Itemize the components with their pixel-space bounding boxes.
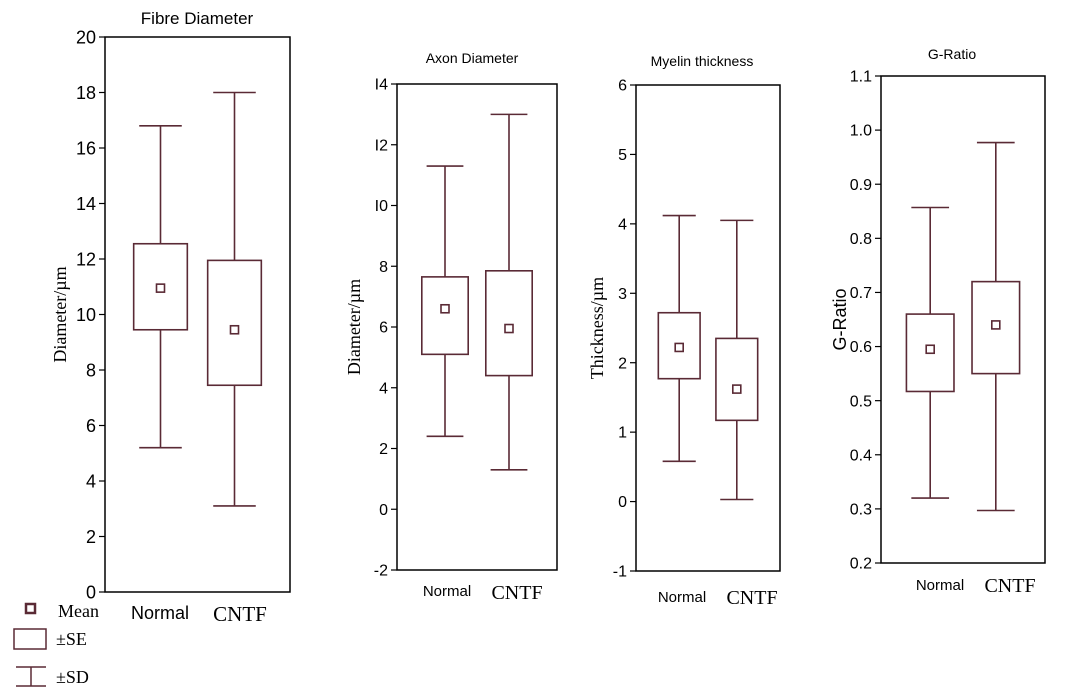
y-tick-label: 0.8 <box>850 231 872 248</box>
y-tick-label: 20 <box>76 27 96 47</box>
box-normal <box>132 125 189 449</box>
y-tick-label: 4 <box>618 216 627 233</box>
y-tick-label: 0 <box>379 502 388 519</box>
y-tick-label: 0.2 <box>850 556 872 573</box>
panel-1: Fibre Diameter 0 2 4 6 8 10 12 14 16 18 20 Diameter/… <box>50 9 291 626</box>
se-box <box>206 259 263 387</box>
panel-2: Axon Diameter -2 0 2 4 6 8 I0 I2 I4 Diameter/µm Nor… <box>344 50 558 604</box>
y-tick-label: 0.6 <box>850 339 872 356</box>
x-category-label: Normal <box>916 577 964 594</box>
y-axis-label: Diameter/µm <box>344 279 364 375</box>
box-cntf <box>206 91 263 507</box>
y-tick-label: 2 <box>86 527 96 547</box>
y-tick-label: 18 <box>76 83 96 103</box>
mean-marker <box>990 320 1001 330</box>
box-cntf <box>484 113 533 471</box>
y-tick-label: I0 <box>375 198 388 215</box>
y-tick-label: 14 <box>76 194 96 214</box>
se-box <box>715 337 759 422</box>
mean-marker <box>440 303 450 314</box>
y-tick-label: 16 <box>76 138 96 158</box>
y-tick-label: 12 <box>76 249 96 269</box>
y-tick-label: 2 <box>618 355 627 372</box>
y-tick-label: 1.1 <box>850 69 872 86</box>
panel-title: Axon Diameter <box>426 50 519 66</box>
x-category-label: Normal <box>658 589 706 606</box>
mean-marker <box>674 342 685 353</box>
plot-frame <box>635 84 781 572</box>
y-tick-label: 4 <box>86 471 96 491</box>
x-category-label: CNTF <box>491 582 542 604</box>
y-tick-label: 6 <box>618 78 627 95</box>
mean-marker <box>155 283 166 293</box>
y-tick-label: 10 <box>76 305 96 325</box>
y-tick-label: 4 <box>379 380 388 397</box>
y-tick-label: -2 <box>374 563 388 580</box>
panel-title: Myelin thickness <box>651 53 754 69</box>
y-tick-label: 0 <box>618 494 627 511</box>
y-tick-label: 0 <box>86 582 96 602</box>
y-tick-label: 3 <box>618 286 627 303</box>
mean-marker <box>731 384 742 394</box>
box-normal <box>420 165 469 438</box>
x-category-label: Normal <box>131 603 189 623</box>
box-normal <box>905 206 955 499</box>
y-tick-label: 8 <box>86 360 96 380</box>
plot-frame <box>880 75 1046 564</box>
y-tick-label: 8 <box>379 259 388 276</box>
mean-marker <box>229 324 240 335</box>
x-category-label: CNTF <box>726 587 777 609</box>
box-cntf <box>971 141 1021 512</box>
y-tick-label: 0.5 <box>850 393 872 410</box>
y-tick-label: -1 <box>613 564 627 581</box>
y-axis-label: Diameter/µm <box>50 266 70 362</box>
panel-3: Myelin thickness -1 0 1 2 3 4 5 6 Thickness/µm Nor… <box>587 53 781 609</box>
x-category-label: CNTF <box>213 602 267 626</box>
y-tick-label: 1.0 <box>850 123 872 140</box>
y-tick-label: 1 <box>618 425 627 442</box>
legend-sd-label: ±SD <box>56 667 89 687</box>
y-tick-label: I2 <box>375 137 388 154</box>
mean-marker <box>504 323 514 334</box>
y-tick-label: 6 <box>86 416 96 436</box>
y-tick-label: 6 <box>379 320 388 337</box>
panel-4: G-Ratio 0.2 0.3 0.4 0.5 0.6 0.7 0.8 0.9 1.0 1.1 G-R… <box>830 46 1046 597</box>
y-tick-label: 5 <box>618 147 627 164</box>
se-box <box>420 276 469 356</box>
y-tick-label: 0.9 <box>850 177 872 194</box>
y-tick-label: 0.4 <box>850 447 872 464</box>
legend: Mean ±SE ±SD <box>13 601 99 687</box>
legend-mean-label: Mean <box>58 601 99 621</box>
legend-mean-symbol <box>24 602 37 615</box>
box-normal <box>657 214 701 463</box>
legend-se-symbol <box>13 628 47 650</box>
panel-title: Fibre Diameter <box>141 9 254 28</box>
y-tick-label: 0.7 <box>850 285 872 302</box>
box-cntf <box>715 219 759 501</box>
y-tick-label: 2 <box>379 441 388 458</box>
y-axis-label: G-Ratio <box>830 288 850 350</box>
y-tick-label: 0.3 <box>850 501 872 518</box>
legend-se-label: ±SE <box>56 629 87 649</box>
panel-title: G-Ratio <box>928 46 976 62</box>
y-axis-label: Thickness/µm <box>587 277 607 379</box>
y-tick-label: I4 <box>375 77 388 94</box>
plot-frame <box>104 36 291 593</box>
x-category-label: Normal <box>423 583 471 600</box>
x-category-label: CNTF <box>984 575 1035 597</box>
se-box <box>484 270 533 377</box>
mean-marker <box>925 344 936 355</box>
